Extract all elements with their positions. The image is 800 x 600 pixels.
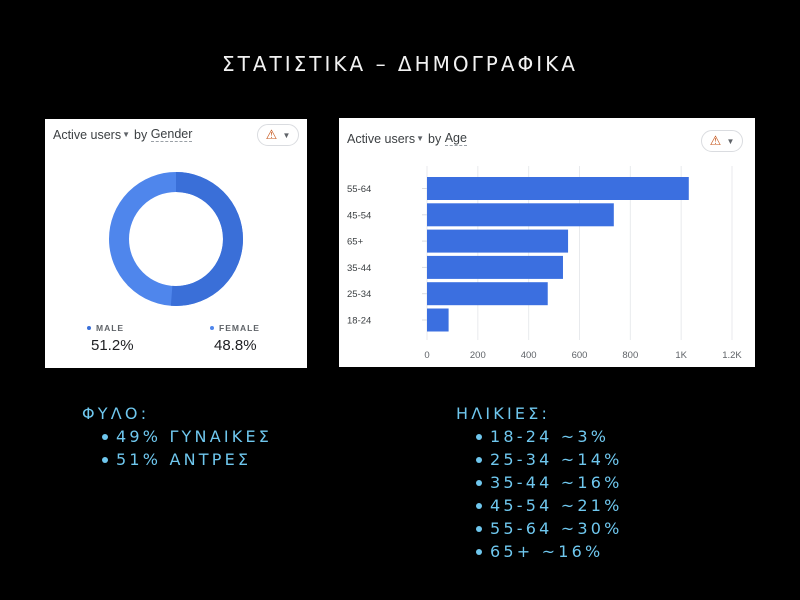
legend-item-female: FEMALE 48.8% [210,323,260,354]
bar-45-54[interactable] [427,203,614,227]
dimension-label[interactable]: Gender [150,127,193,142]
x-tick-label: 0 [424,350,429,361]
caret-down-icon[interactable]: ▼ [416,134,425,143]
list-item: 55-64 ~30% [476,519,623,538]
list-item: 51% ΑΝΤΡΕΣ [101,448,272,471]
gender-notes-heading: ΦΥΛΟ: [82,404,150,423]
by-label: by [428,131,442,146]
donut-slice-male [109,172,243,306]
x-tick-label: 200 [470,350,486,361]
category-label: 18-24 [347,316,371,327]
x-tick-label: 1.2K [722,350,742,361]
bar-18-24[interactable] [427,308,449,332]
slide-title: ΣΤΑΤΙΣΤΙΚΑ – ΔΗΜΟΓΡΑΦΙΚΑ [222,52,578,76]
gender-notes: ΦΥΛΟ: 49% ΓΥΝΑΙΚΕΣ 51% ΑΝΤΡΕΣ [82,402,272,471]
gender-donut-chart [109,172,243,306]
age-bar-chart: 0 200 400 600 800 1K 1.2K 55-64 45-54 65+ 35-44 25-… [347,166,742,361]
gender-card-header: Active users ▼ by Gender [53,127,193,142]
caret-down-icon: ▼ [282,130,291,140]
x-tick-label: 800 [622,350,638,361]
legend-dot-icon [87,326,91,330]
legend-value: 51.2% [91,337,134,354]
category-label: 35-44 [347,263,371,274]
age-card: Active users ▼ by Age ⚠ ▼ 0 200 400 600 800 1… [339,118,755,367]
list-item: 25-34 ~14% [476,450,623,469]
metric-selector[interactable]: Active users [347,131,416,146]
bar-65+[interactable] [427,229,569,253]
gender-card: Active users ▼ by Gender ⚠ ▼ MALE 51.2% … [45,119,307,368]
category-label: 65+ [347,237,364,248]
by-label: by [134,127,148,142]
category-label: 25-34 [347,289,371,300]
warning-triangle-icon: ⚠ [709,133,722,148]
list-item: 65+ ~16% [476,540,623,563]
legend-value: 48.8% [214,337,257,354]
bar-55-64[interactable] [427,177,689,200]
warning-menu-button[interactable]: ⚠ ▼ [701,130,743,152]
caret-down-icon[interactable]: ▼ [122,130,131,139]
legend-label: FEMALE [219,323,260,333]
legend-label: MALE [96,323,125,333]
category-label: 45-54 [347,210,371,221]
age-card-header: Active users ▼ by Age [347,131,467,146]
bar-25-34[interactable] [427,282,548,306]
warning-menu-button[interactable]: ⚠ ▼ [257,124,299,146]
x-tick-label: 1K [675,350,687,361]
age-notes: ΗΛΙΚΙΕΣ: 18-24 ~3% 25-34 ~14% 35-44 ~16%… [456,402,623,563]
list-item: 35-44 ~16% [476,473,623,492]
category-label: 55-64 [347,184,371,195]
dimension-label[interactable]: Age [444,131,467,146]
legend-dot-icon [210,326,214,330]
list-item: 45-54 ~21% [476,496,623,515]
warning-triangle-icon: ⚠ [265,127,278,142]
bar-35-44[interactable] [427,255,563,279]
x-tick-label: 600 [572,350,588,361]
metric-selector[interactable]: Active users [53,127,122,142]
caret-down-icon: ▼ [726,136,735,146]
x-tick-label: 400 [521,350,537,361]
legend-item-male: MALE 51.2% [87,323,134,354]
age-notes-heading: ΗΛΙΚΙΕΣ: [456,404,551,423]
list-item: 18-24 ~3% [476,425,623,448]
age-notes-list: 18-24 ~3% 25-34 ~14% 35-44 ~16% 45-54 ~2… [456,425,623,563]
list-item: 49% ΓΥΝΑΙΚΕΣ [101,427,273,446]
gender-notes-list: 49% ΓΥΝΑΙΚΕΣ 51% ΑΝΤΡΕΣ [82,425,272,471]
